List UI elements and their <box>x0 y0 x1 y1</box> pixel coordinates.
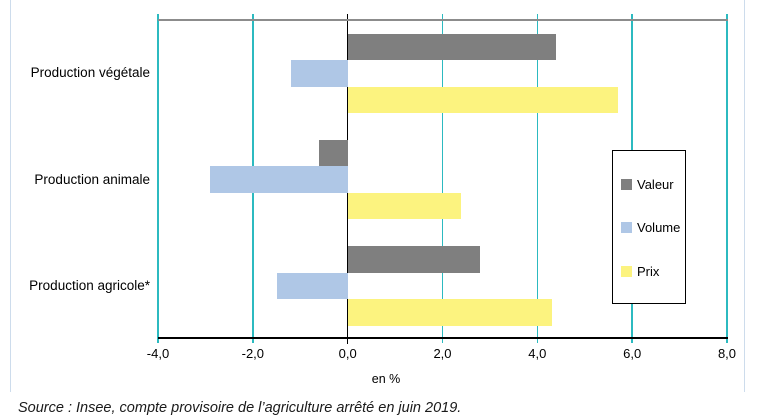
gridline <box>157 14 159 343</box>
x-tick-label: -2,0 <box>241 346 265 361</box>
x-tick-label: 8,0 <box>717 346 737 361</box>
source-note: Source : Insee, compte provisoire de l’a… <box>18 400 462 416</box>
category-label: Production animale <box>34 171 150 187</box>
legend-label: Volume <box>637 220 681 235</box>
legend: Valeur Volume Prix <box>612 150 686 304</box>
legend-item-volume: Volume <box>621 221 680 234</box>
legend-swatch-icon <box>621 178 632 190</box>
category-label: Production agricole* <box>29 277 150 293</box>
x-tick-label: 2,0 <box>433 346 452 361</box>
x-axis-title: en % <box>371 372 401 386</box>
legend-label: Valeur <box>637 176 674 192</box>
x-axis-line <box>158 337 728 339</box>
bar-volume <box>290 60 348 87</box>
bar-valeur <box>347 246 481 273</box>
legend-item-prix: Prix <box>621 265 659 278</box>
x-tick-label: 0,0 <box>338 346 357 361</box>
chart-frame <box>10 0 745 392</box>
x-tick-label: -4,0 <box>146 346 170 361</box>
bar-prix <box>347 299 552 326</box>
legend-item-valeur: Valeur <box>621 178 674 191</box>
gridline <box>441 14 444 343</box>
x-tick-label: 4,0 <box>528 346 547 361</box>
bar-volume <box>210 166 348 193</box>
bar-valeur <box>319 139 348 167</box>
gridline <box>536 14 539 343</box>
legend-swatch-icon <box>621 222 632 233</box>
gridline <box>726 14 728 343</box>
legend-label: Prix <box>637 263 660 279</box>
x-tick-label: 6,0 <box>623 346 642 361</box>
bar-prix <box>347 86 618 113</box>
legend-swatch-icon <box>621 265 632 277</box>
zero-axis-line <box>346 14 349 344</box>
plot-top-border <box>158 19 728 21</box>
category-label: Production végétale <box>30 65 150 81</box>
bar-prix <box>347 192 462 220</box>
bar-volume <box>276 272 348 300</box>
bar-valeur <box>347 33 557 60</box>
